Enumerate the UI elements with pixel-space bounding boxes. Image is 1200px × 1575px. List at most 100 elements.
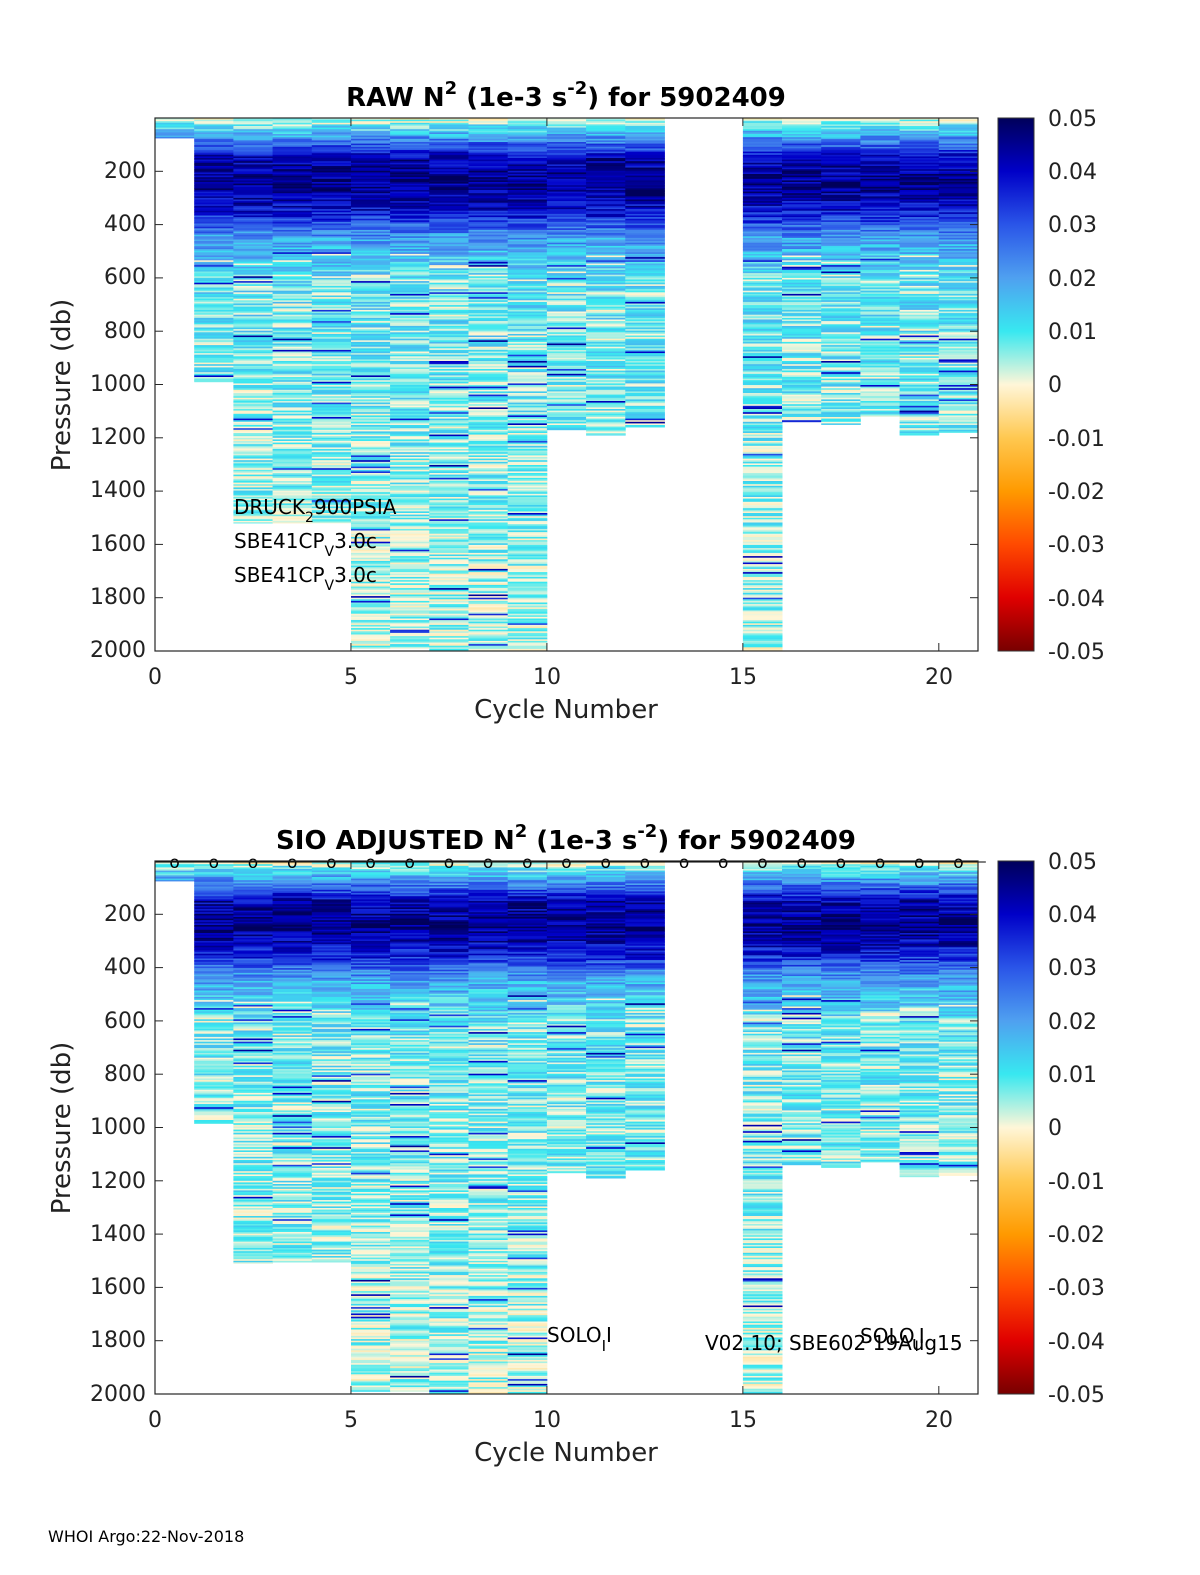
- heatmap-cell: [586, 122, 626, 125]
- heatmap-cell: [586, 258, 626, 261]
- heatmap-cell: [311, 423, 352, 426]
- heatmap-cell: [351, 233, 391, 236]
- heatmap-cell: [782, 247, 822, 250]
- heatmap-cell: [233, 401, 273, 403]
- heatmap-cell: [233, 1164, 273, 1167]
- heatmap-cell: [468, 431, 509, 434]
- heatmap-cell: [351, 629, 391, 632]
- heatmap-cell: [625, 207, 665, 210]
- heatmap-cell: [586, 220, 626, 223]
- heatmap-cell: [742, 191, 783, 194]
- heatmap-cell: [233, 1184, 273, 1186]
- heatmap-cell: [390, 277, 430, 280]
- heatmap-cell: [155, 867, 195, 870]
- heatmap-cell: [782, 118, 822, 120]
- heatmap-cell: [351, 266, 391, 269]
- heatmap-cell: [742, 316, 783, 319]
- heatmap-cell: [194, 1038, 234, 1041]
- heatmap-cell: [351, 197, 391, 200]
- heatmap-cell: [194, 345, 234, 348]
- heatmap-cell: [233, 1142, 273, 1145]
- heatmap-cell: [311, 509, 352, 512]
- heatmap-cell: [233, 271, 273, 274]
- heatmap-cell: [546, 295, 587, 298]
- heatmap-cell: [860, 221, 900, 224]
- heatmap-cell: [507, 508, 548, 511]
- heatmap-cell: [233, 1176, 273, 1178]
- heatmap-cell: [860, 370, 900, 373]
- heatmap-cell: [899, 359, 940, 362]
- heatmap-cell: [272, 321, 313, 324]
- heatmap-cell: [233, 122, 273, 125]
- heatmap-cell: [468, 442, 509, 445]
- heatmap-cell: [429, 303, 469, 306]
- heatmap-cell: [468, 138, 509, 141]
- heatmap-cell: [429, 229, 469, 232]
- heatmap-cell: [390, 333, 430, 336]
- heatmap-cell: [625, 223, 665, 226]
- heatmap-cell: [233, 925, 273, 927]
- heatmap-cell: [311, 338, 352, 341]
- heatmap-cell: [782, 244, 822, 247]
- heatmap-cell: [429, 172, 469, 175]
- heatmap-cell: [625, 175, 665, 178]
- heatmap-cell: [311, 233, 352, 236]
- heatmap-cell: [429, 421, 469, 424]
- heatmap-cell: [390, 543, 430, 546]
- heatmap-cell: [272, 228, 313, 231]
- heatmap-cell: [625, 164, 665, 167]
- heatmap-cell: [390, 340, 430, 343]
- heatmap-cell: [821, 309, 861, 312]
- heatmap-cell: [390, 308, 430, 311]
- heatmap-cell: [625, 337, 665, 340]
- heatmap-cell: [429, 364, 469, 367]
- heatmap-cell: [468, 525, 509, 528]
- heatmap-cell: [938, 373, 979, 376]
- heatmap-cell: [351, 503, 391, 506]
- heatmap-cell: [468, 153, 509, 156]
- heatmap-cell: [742, 628, 783, 631]
- heatmap-cell: [272, 869, 313, 871]
- heatmap-cell: [233, 1128, 273, 1130]
- heatmap-cell: [468, 573, 509, 576]
- heatmap-cell: [586, 229, 626, 232]
- heatmap-cell: [390, 589, 430, 592]
- heatmap-cell: [625, 258, 665, 261]
- heatmap-cell: [233, 1168, 273, 1170]
- heatmap-cell: [233, 881, 273, 884]
- heatmap-cell: [586, 378, 626, 381]
- heatmap-cell: [311, 503, 352, 506]
- heatmap-cell: [507, 412, 548, 415]
- heatmap-cell: [468, 314, 509, 317]
- heatmap-cell: [782, 417, 822, 419]
- heatmap-cell: [507, 122, 548, 125]
- heatmap-cell: [742, 441, 783, 443]
- heatmap-cell: [821, 340, 861, 343]
- heatmap-cell: [742, 162, 783, 165]
- heatmap-cell: [390, 252, 430, 255]
- heatmap-cell: [233, 287, 273, 290]
- heatmap-cell: [586, 234, 626, 237]
- heatmap-cell: [625, 159, 665, 162]
- heatmap-cell: [194, 1088, 234, 1091]
- heatmap-cell: [742, 445, 783, 448]
- heatmap-cell: [586, 351, 626, 354]
- heatmap-cell: [625, 205, 665, 208]
- heatmap-cell: [429, 431, 469, 434]
- heatmap-cell: [194, 164, 234, 167]
- heatmap-cell: [390, 533, 430, 536]
- heatmap-cell: [625, 393, 665, 395]
- heatmap-cell: [821, 134, 861, 136]
- heatmap-cell: [272, 250, 313, 253]
- heatmap-cell: [311, 513, 352, 515]
- heatmap-cell: [938, 399, 979, 402]
- heatmap-cell: [233, 915, 273, 918]
- heatmap-cell: [899, 150, 940, 152]
- heatmap-cell: [468, 466, 509, 469]
- heatmap-cell: [429, 245, 469, 248]
- heatmap-cell: [586, 207, 626, 210]
- heatmap-cell: [507, 209, 548, 212]
- heatmap-cell: [233, 888, 273, 891]
- heatmap-cell: [272, 201, 313, 204]
- heatmap-cell: [507, 616, 548, 619]
